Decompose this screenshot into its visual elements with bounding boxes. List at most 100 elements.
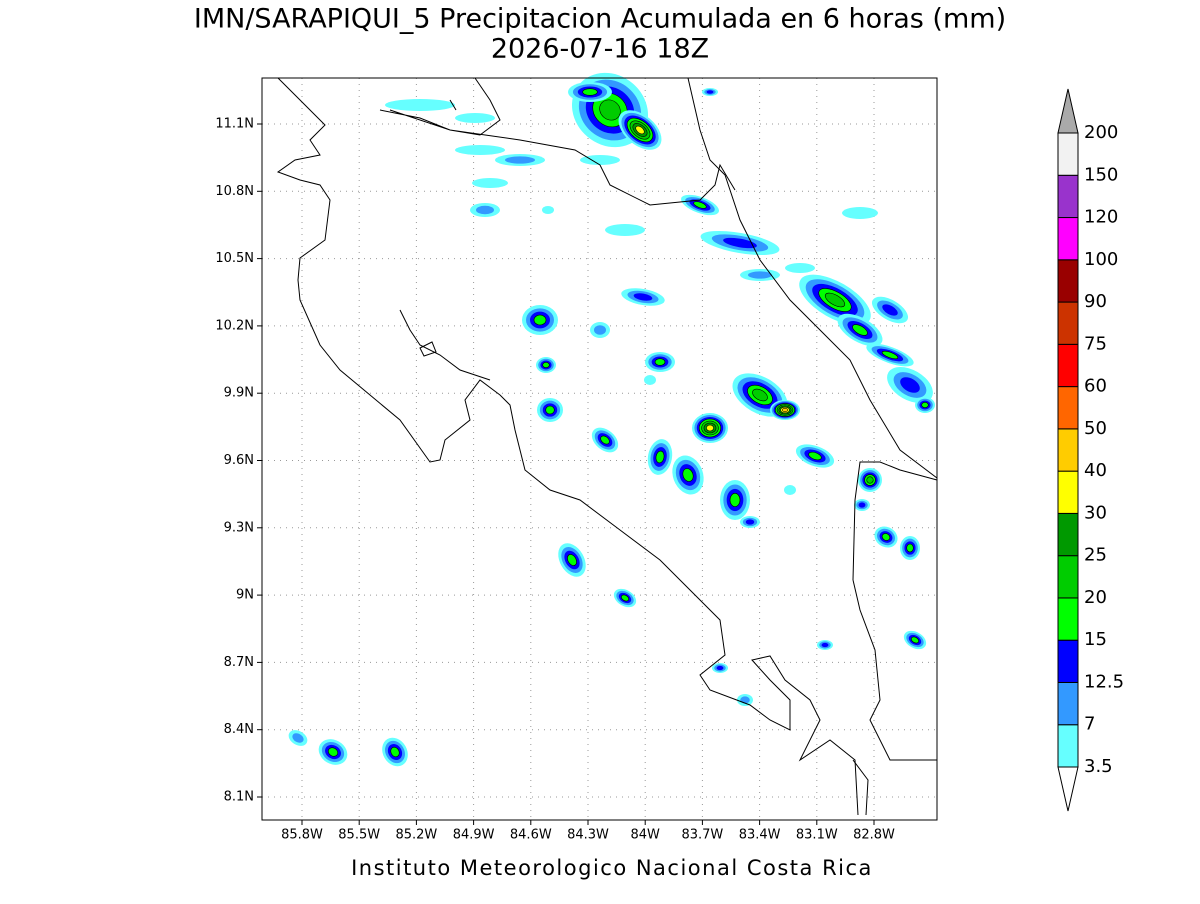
precip-cell [824,292,846,308]
under-triangle [1057,766,1079,812]
precip-cell [582,88,598,96]
lon-tick-label: 82.8W [853,828,895,843]
lat-tick-label: 9.9N [224,386,254,401]
colorbar-label: 60 [1084,376,1107,397]
subtitle: 2026-07-16 18Z [491,34,709,65]
precip-cell [693,201,707,209]
colorbar-box [1057,132,1079,176]
footer: Instituto Meteorologico Nacional Costa R… [351,856,873,880]
precip-cell [390,746,400,758]
lat-tick-label: 9.6N [224,453,254,468]
colorbar-label: 25 [1084,545,1107,566]
lat-tick-label: 10.5N [215,251,254,266]
colorbar-label: 7 [1084,714,1095,735]
precip-cell [620,594,630,602]
precip-cell [706,90,714,94]
precip-cell [842,207,878,219]
precip-cell [545,405,555,415]
precip-cell [655,450,665,464]
colorbar-label: 50 [1084,418,1107,439]
colorbar-label: 40 [1084,460,1107,481]
precipitation [288,72,935,767]
lake-shore [419,341,437,357]
lon-tick-label: 84.6W [510,828,552,843]
colorbar-label: 20 [1084,587,1107,608]
lon-tick-label: 83.7W [681,828,723,843]
precip-cell [599,99,621,121]
precip-cell [292,733,304,743]
precip-cell [740,696,750,704]
colorbar-label: 200 [1084,122,1118,143]
colorbar-box [1057,597,1079,641]
precip-cell [654,358,666,366]
precip-cell [921,402,929,408]
lat-tick-label: 8.7N [224,655,254,670]
precip-cell [594,325,606,335]
precip-cell [505,156,535,164]
lon-tick-label: 85.2W [395,828,437,843]
precip-cell [852,324,868,336]
precip-cell [682,468,694,482]
colorbar-box [1057,259,1079,303]
precip-cell [723,237,757,249]
precip-cell [635,125,645,135]
lon-tick-label: 85.8W [281,828,323,843]
colorbar-label: 75 [1084,333,1107,354]
colorbar-label: 150 [1084,164,1118,185]
precip-cell [567,554,577,566]
colorbar-box [1057,343,1079,388]
precip-cell [748,271,772,279]
lat-tick-label: 10.2N [215,318,254,333]
precip-cell [455,113,495,123]
lon-tick-label: 84W [630,828,660,843]
colorbar-box [1057,555,1079,599]
lon-tick-label: 84.3W [567,828,609,843]
precip-cell [785,263,815,273]
colorbar-box [1057,217,1079,261]
precip-cell [752,388,768,402]
coastlines [276,77,938,816]
precip-cell [821,642,829,648]
lat-tick-label: 8.1N [224,790,254,805]
border [852,461,938,816]
colorbar-label: 120 [1084,207,1118,228]
title: IMN/SARAPIQUI_5 Precipitacion Acumulada … [194,4,1006,35]
lat-tick-label: 9.3N [224,520,254,535]
precip-cell [716,665,724,671]
precip-cell [729,493,741,507]
colorbar-box [1057,724,1079,768]
precip-cell [808,451,822,461]
colorbar-box [1057,301,1079,345]
colorbar-label: 12.5 [1084,671,1124,692]
lat-tick-label: 10.8N [215,184,254,199]
lat-tick-label: 9N [236,588,254,603]
coastline [687,77,938,479]
precip-cell [866,476,874,484]
lat-tick-label: 8.4N [224,722,254,737]
precip-cell [906,543,914,553]
colorbar: 3.5 7 12.5 15 20 25 30 40 50 60 75 90 100 120 150 200 [1057,88,1124,812]
precip-cell [542,362,550,368]
colorbar-label: 90 [1084,291,1107,312]
precip-cell [476,205,494,215]
precip-cell [900,377,920,393]
lon-tick-label: 83.4W [739,828,781,843]
precip-cell [858,502,866,508]
precip-cell [910,636,920,644]
precip-cell [633,293,653,301]
precip-cell [882,304,898,316]
grid [262,78,937,820]
precip-cell [784,485,796,495]
lon-tick-label: 84.9W [453,828,495,843]
colorbar-box [1057,174,1079,219]
coastline [399,309,491,381]
precip-cell [327,747,339,757]
colorbar-label: 15 [1084,629,1107,650]
precip-cell [644,375,656,385]
lat-tick-label: 11.1N [215,117,254,132]
precip-cell [455,145,505,155]
over-triangle [1057,88,1079,134]
colorbar-box [1057,512,1079,557]
lon-tick-label: 85.5W [338,828,380,843]
